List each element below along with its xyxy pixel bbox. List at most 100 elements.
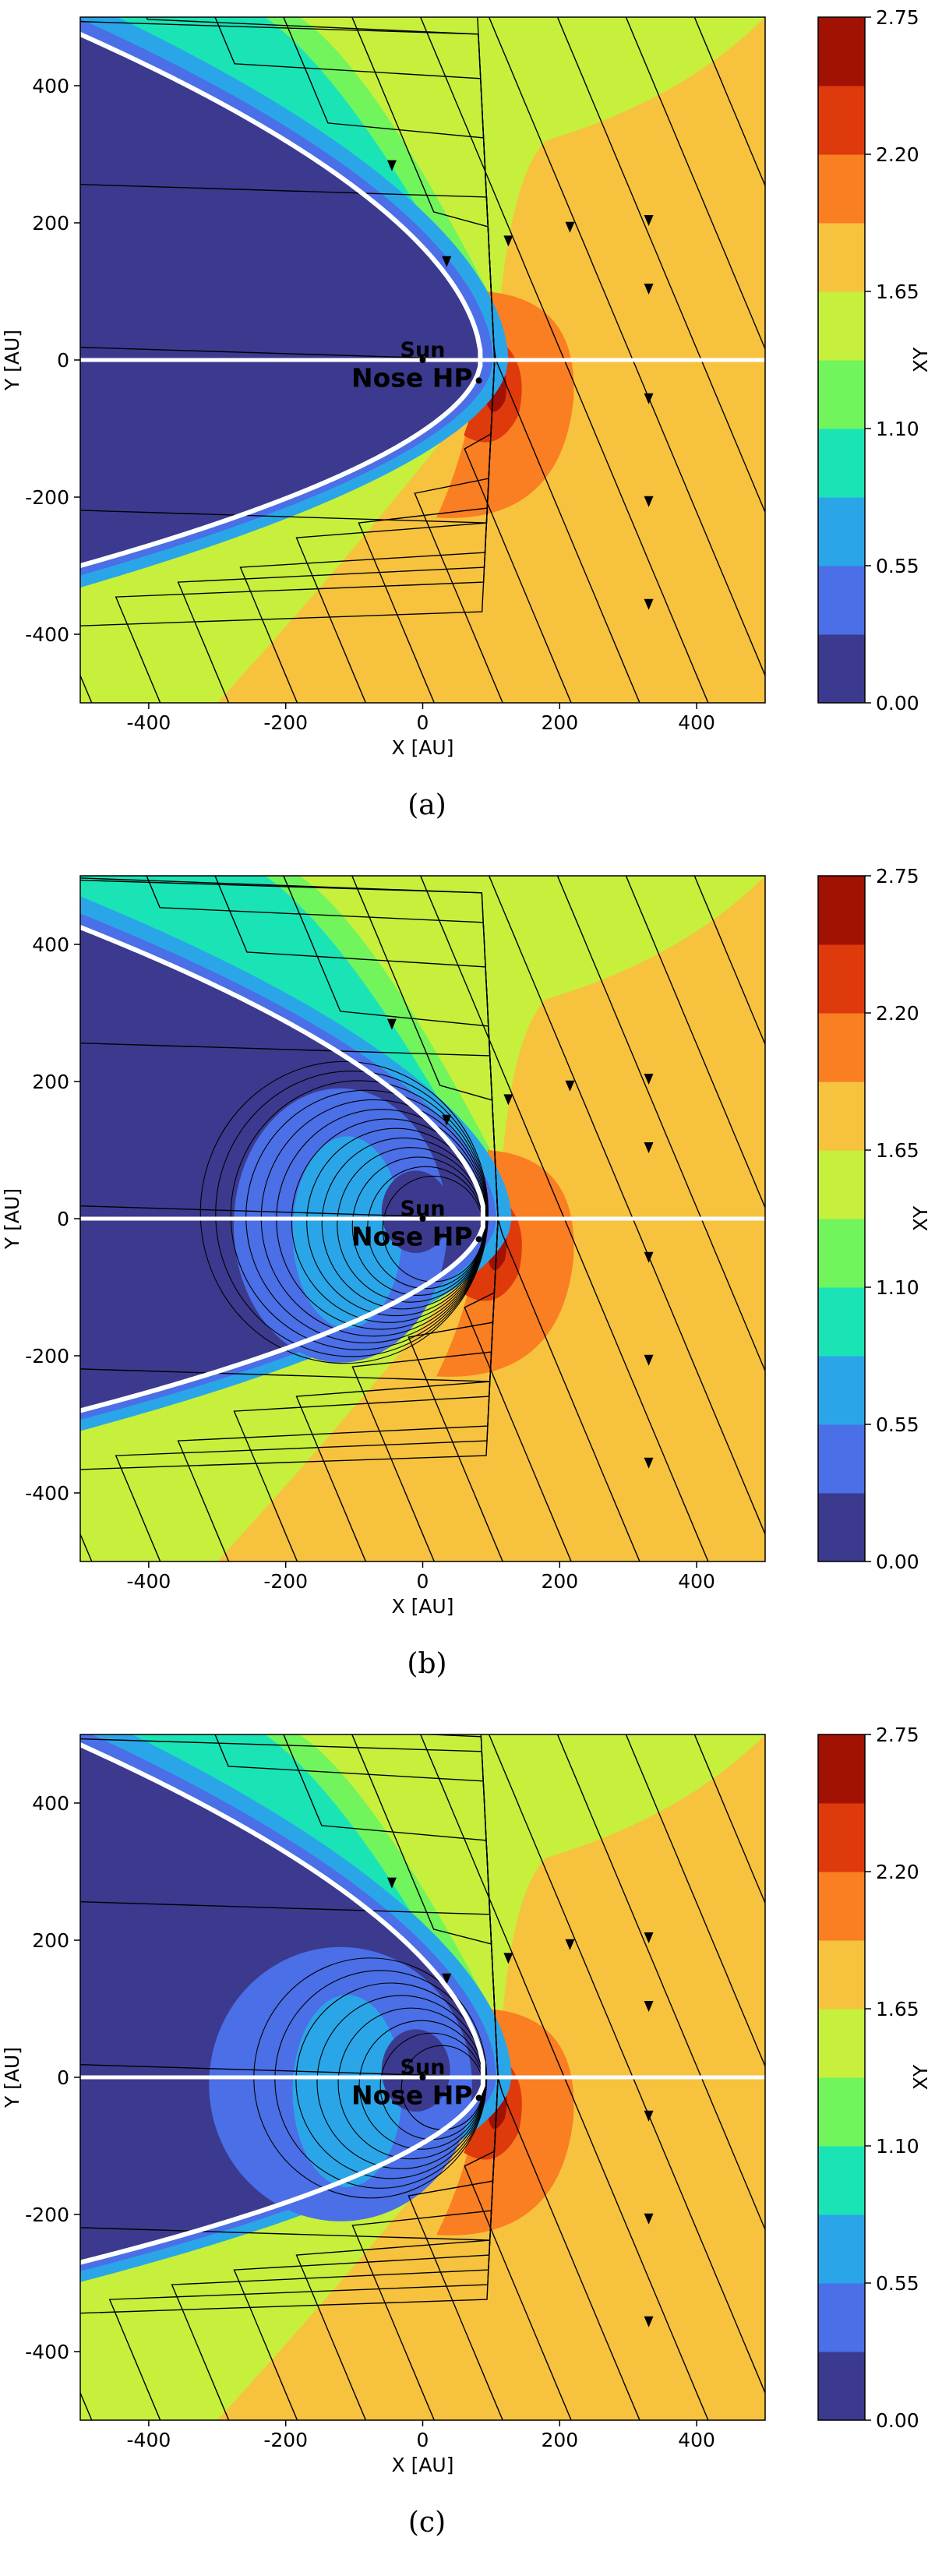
colorbar-frame — [817, 1734, 866, 2421]
sun-marker — [419, 2074, 426, 2080]
colorbar-tick-label: 1.10 — [876, 2135, 919, 2158]
field-line — [693, 876, 765, 1046]
colorbar-swatch — [818, 1734, 865, 1804]
y-tick-label: 0 — [57, 2066, 69, 2089]
x-axis-label: X [AU] — [392, 736, 454, 759]
field-line — [693, 1734, 765, 1904]
x-axis-label: X [AU] — [392, 2454, 454, 2476]
heliopause-boundary — [80, 924, 485, 1413]
field-arrow — [565, 1939, 575, 1950]
x-axis-label: X [AU] — [392, 1595, 454, 1618]
colorbar-swatch — [818, 2077, 865, 2147]
colorbar-tick-label: 2.20 — [876, 1002, 919, 1025]
colorbar-tick-label: 0.00 — [876, 2409, 919, 2432]
y-tick-label: 200 — [32, 1071, 69, 1093]
panel-a: Sun Nose HP -400 -200 0 200 400 -400 -200 0 200 400… — [0, 0, 935, 859]
colorbar-swatch — [818, 2009, 865, 2078]
x-tick-label: -200 — [263, 1570, 308, 1593]
colorbar-tick-label: 1.65 — [876, 1998, 919, 2020]
field-arrow — [644, 284, 654, 295]
field-arrow — [386, 1877, 397, 1889]
plot-area — [80, 876, 765, 1561]
colorbar-swatch — [818, 1493, 865, 1562]
field-arrow — [644, 2316, 654, 2327]
y-tick-label: 200 — [32, 212, 69, 235]
colorbar-swatch — [818, 634, 865, 704]
field-band — [381, 1170, 450, 1253]
x-tick-label: 200 — [541, 2429, 578, 2451]
field-arrow — [644, 215, 654, 226]
field-arrow — [644, 1354, 654, 1366]
colorbar-swatch — [818, 497, 865, 566]
annotation-nose-hp: Nose HP — [351, 2080, 473, 2110]
field-arrow — [644, 2213, 654, 2225]
colorbar-swatch — [818, 1424, 865, 1494]
field-arrow — [644, 1457, 654, 1469]
x-tick-label: 0 — [417, 711, 429, 734]
field-arrow — [503, 1094, 513, 1106]
interior-loop — [274, 1970, 487, 2189]
field-arrow — [442, 1973, 452, 1985]
heliopause-boundary — [80, 1741, 485, 2265]
plot-area — [80, 1734, 765, 2420]
field-arrow — [644, 1142, 654, 1153]
field-line — [625, 876, 765, 1209]
nose-marker — [475, 2094, 482, 2101]
colorbar-swatch — [818, 1219, 865, 1288]
field-arrow — [565, 1080, 575, 1092]
field-line — [80, 1368, 491, 1561]
colorbar-swatch — [818, 86, 865, 155]
colorbar-swatch — [818, 944, 865, 1014]
field-line — [625, 17, 765, 351]
field-arrow — [644, 1074, 654, 1085]
x-tick-label: 0 — [417, 1570, 429, 1593]
colorbar-swatch — [818, 566, 865, 635]
colorbar-tick-label: 2.20 — [876, 143, 919, 166]
field-band — [217, 876, 765, 1561]
colorbar-swatch — [818, 291, 865, 361]
field-band — [217, 17, 765, 703]
field-arrow — [565, 221, 575, 233]
y-tick-label: 400 — [32, 75, 69, 97]
y-tick-label: 0 — [57, 349, 69, 372]
nose-marker — [475, 377, 482, 384]
y-tick-label: -400 — [25, 2341, 69, 2363]
field-line — [80, 510, 488, 703]
field-band — [381, 2029, 450, 2112]
y-tick-label: -200 — [25, 1345, 69, 1367]
colorbar-tick-label: 1.10 — [876, 1276, 919, 1299]
panel-c: Sun Nose HP -400 -200 0 200 400 -400 -200 0 200 400… — [0, 1717, 935, 2576]
colorbar-tick-label: 1.65 — [876, 1139, 919, 1162]
panel-caption: (b) — [407, 1648, 446, 1680]
field-arrow — [644, 1932, 654, 1943]
field-arrow — [644, 2110, 654, 2122]
y-tick-label: 400 — [32, 1792, 69, 1815]
colorbar-label: XY — [909, 2064, 932, 2090]
colorbar-tick-label: 0.55 — [876, 1413, 919, 1436]
field-arrow — [386, 160, 397, 171]
x-tick-label: 200 — [541, 711, 578, 734]
y-tick-label: -400 — [25, 623, 69, 646]
y-axis-label: Y [AU] — [1, 2047, 23, 2108]
colorbar-swatch — [818, 429, 865, 498]
x-tick-label: -400 — [127, 711, 171, 734]
field-arrow — [442, 1114, 452, 1126]
heliosheath-region — [80, 34, 482, 566]
colorbar-swatch — [818, 2352, 865, 2421]
colorbar-tick-label: 0.55 — [876, 555, 919, 577]
x-tick-label: -400 — [127, 2429, 171, 2451]
colorbar-tick-label: 2.75 — [876, 865, 919, 887]
x-tick-label: 400 — [678, 1570, 715, 1593]
y-tick-label: -200 — [25, 486, 69, 509]
colorbar-frame — [817, 16, 866, 704]
colorbar-swatch — [818, 154, 865, 224]
x-tick-label: 200 — [541, 1570, 578, 1593]
field-line — [693, 17, 765, 187]
field-arrow — [644, 598, 654, 610]
colorbar-swatch — [818, 1803, 865, 1872]
sun-marker — [419, 357, 426, 363]
interior-loop — [199, 1060, 489, 1364]
colorbar-label: XY — [909, 347, 932, 372]
colorbar-tick-label: 0.00 — [876, 692, 919, 715]
